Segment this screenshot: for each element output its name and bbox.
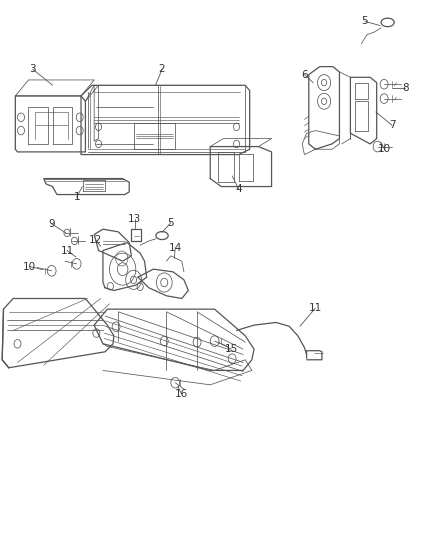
Text: 5: 5 [167, 218, 174, 228]
Text: 9: 9 [48, 219, 55, 229]
Text: 12: 12 [89, 235, 102, 245]
Text: 14: 14 [169, 243, 182, 253]
Text: 11: 11 [309, 303, 322, 313]
Text: 10: 10 [378, 144, 391, 154]
Text: 7: 7 [389, 120, 396, 130]
Text: 4: 4 [235, 184, 242, 194]
Text: 13: 13 [128, 214, 141, 223]
Text: 2: 2 [159, 64, 166, 74]
Text: 6: 6 [301, 70, 308, 79]
Text: 8: 8 [402, 83, 409, 93]
Text: 1: 1 [73, 192, 80, 202]
Text: 10: 10 [23, 262, 36, 271]
Text: 5: 5 [361, 17, 368, 26]
Text: 3: 3 [29, 64, 36, 74]
Text: 11: 11 [60, 246, 74, 255]
Text: 16: 16 [175, 390, 188, 399]
Text: 15: 15 [225, 344, 238, 354]
